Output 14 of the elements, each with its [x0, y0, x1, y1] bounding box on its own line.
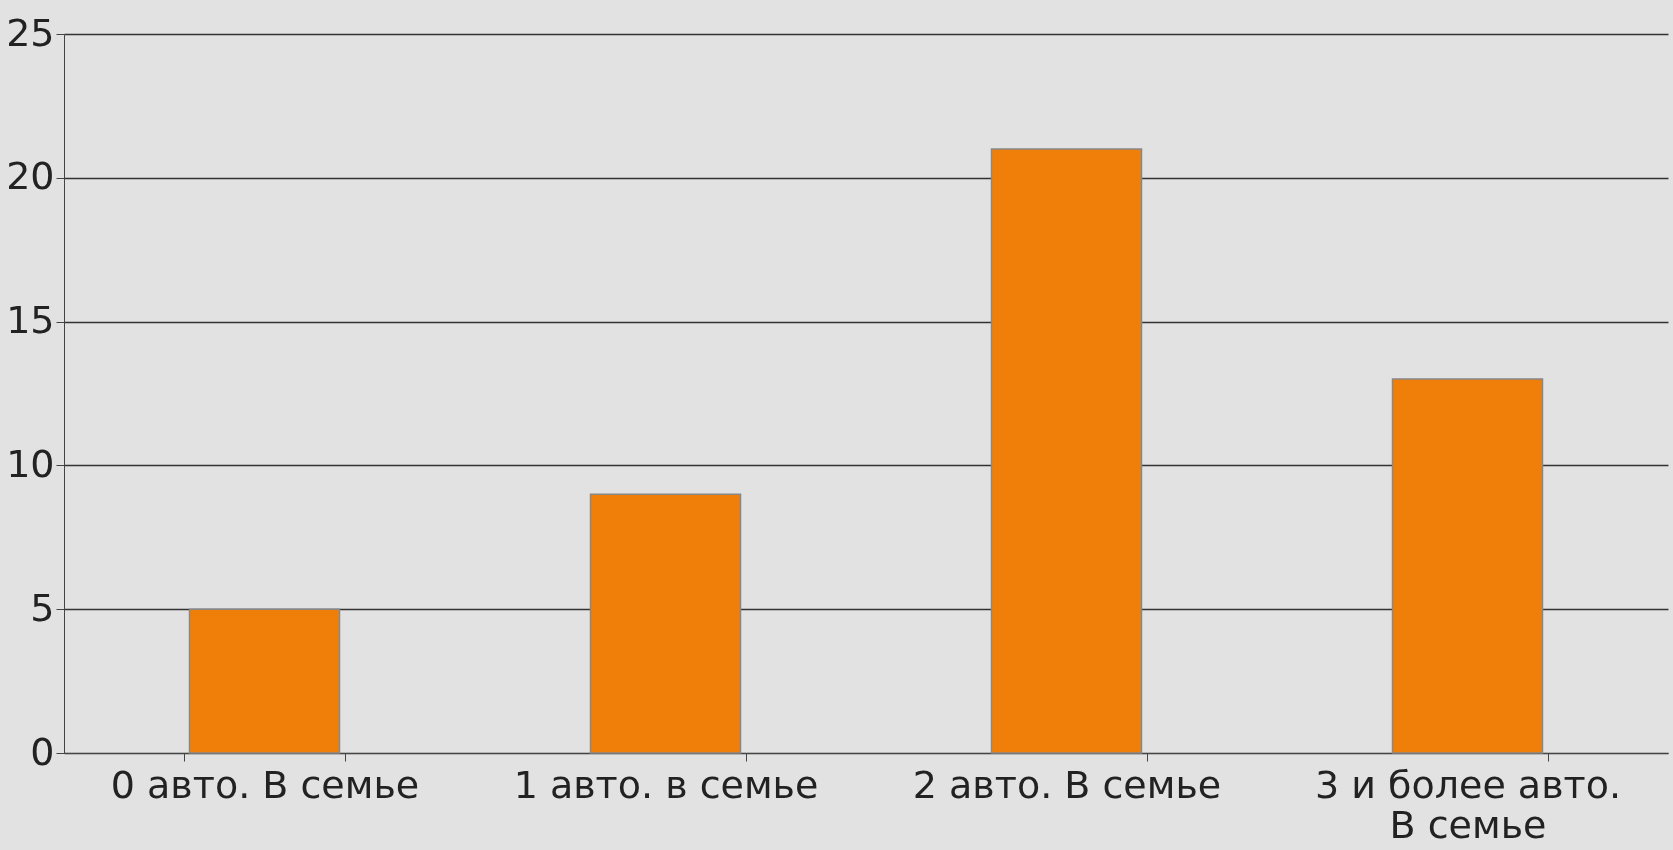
x-tick-label: 3 и более авто. В семье — [1315, 762, 1621, 847]
bar — [188, 608, 341, 754]
y-tick-label: 10 — [6, 441, 55, 486]
x-tick-label: 2 авто. В семье — [912, 762, 1222, 807]
y-tick-label: 5 — [30, 585, 55, 630]
bar — [990, 148, 1143, 754]
y-tick-label: 15 — [6, 298, 55, 343]
y-tick-label: 25 — [6, 10, 55, 55]
y-tick-label: 0 — [30, 729, 55, 774]
y-tick-label: 20 — [6, 154, 55, 199]
x-tick-label: 1 авто. в семье — [513, 762, 819, 807]
bar — [1391, 378, 1544, 754]
x-tick-label: 0 авто. В семье — [110, 762, 420, 807]
bar — [589, 493, 742, 754]
